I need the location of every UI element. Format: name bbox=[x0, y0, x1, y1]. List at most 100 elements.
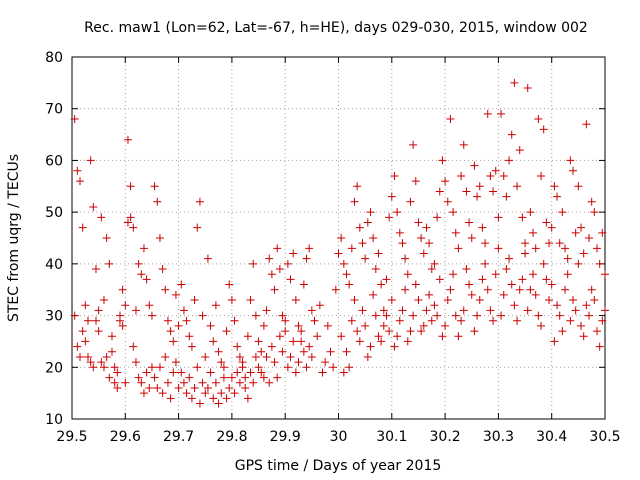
data-point bbox=[97, 358, 106, 367]
data-point bbox=[86, 358, 95, 367]
data-point bbox=[537, 171, 546, 180]
data-point bbox=[505, 156, 514, 165]
data-point bbox=[550, 337, 559, 346]
data-point bbox=[569, 296, 578, 305]
data-point bbox=[382, 275, 391, 284]
data-point bbox=[158, 265, 167, 274]
chart-title: Rec. maw1 (Lon=62, Lat=-67, h=HE), days … bbox=[84, 20, 588, 36]
data-point bbox=[547, 280, 556, 289]
data-point bbox=[171, 358, 180, 367]
data-point bbox=[422, 306, 431, 315]
x-tick-label: 29.9 bbox=[270, 429, 301, 445]
data-point bbox=[134, 259, 143, 268]
y-tick-label: 30 bbox=[45, 309, 63, 325]
y-tick-label: 70 bbox=[45, 102, 63, 118]
data-point bbox=[97, 213, 106, 222]
data-point bbox=[499, 171, 508, 180]
data-point bbox=[126, 213, 135, 222]
data-point bbox=[579, 249, 588, 258]
data-point bbox=[457, 316, 466, 325]
data-point bbox=[86, 156, 95, 165]
data-point bbox=[425, 239, 434, 248]
data-point bbox=[273, 244, 282, 253]
data-point bbox=[257, 368, 266, 377]
data-point bbox=[238, 358, 247, 367]
data-point bbox=[577, 223, 586, 232]
data-point bbox=[465, 280, 474, 289]
data-point bbox=[129, 342, 138, 351]
data-point bbox=[350, 197, 359, 206]
data-point bbox=[83, 352, 92, 361]
x-tick-label: 30.1 bbox=[376, 429, 407, 445]
data-point bbox=[553, 301, 562, 310]
data-point bbox=[390, 342, 399, 351]
data-point bbox=[305, 342, 314, 351]
data-point bbox=[363, 218, 372, 227]
data-point bbox=[171, 290, 180, 299]
data-point bbox=[595, 259, 604, 268]
data-point bbox=[590, 208, 599, 217]
data-point bbox=[126, 182, 135, 191]
data-point bbox=[353, 327, 362, 336]
data-point bbox=[430, 301, 439, 310]
data-point bbox=[246, 296, 255, 305]
data-point bbox=[579, 332, 588, 341]
data-point bbox=[478, 275, 487, 284]
data-point bbox=[267, 342, 276, 351]
data-point bbox=[318, 368, 327, 377]
data-point bbox=[291, 368, 300, 377]
data-point bbox=[286, 275, 295, 284]
data-point bbox=[507, 280, 516, 289]
data-point bbox=[513, 182, 522, 191]
data-point bbox=[254, 337, 263, 346]
data-point bbox=[475, 182, 484, 191]
data-point bbox=[454, 332, 463, 341]
data-point bbox=[283, 363, 292, 372]
y-tick-label: 80 bbox=[45, 50, 63, 66]
data-point bbox=[137, 270, 146, 279]
data-point bbox=[118, 321, 127, 330]
data-point bbox=[73, 342, 82, 351]
x-tick-labels: 29.5 29.6 29.7 29.8 29.9 30 30.1 30.2 30.3 30.4 30… bbox=[56, 429, 620, 445]
data-point bbox=[489, 187, 498, 196]
data-point bbox=[161, 285, 170, 294]
data-point bbox=[545, 239, 554, 248]
data-point bbox=[150, 373, 159, 382]
data-point bbox=[353, 182, 362, 191]
data-point bbox=[486, 171, 495, 180]
y-tick-label: 60 bbox=[45, 153, 63, 169]
data-point bbox=[190, 296, 199, 305]
data-point bbox=[555, 239, 564, 248]
data-point bbox=[377, 280, 386, 289]
data-point bbox=[526, 285, 535, 294]
data-point bbox=[459, 306, 468, 315]
data-point bbox=[361, 254, 370, 263]
data-point bbox=[491, 270, 500, 279]
data-point bbox=[110, 378, 119, 387]
data-point bbox=[177, 368, 186, 377]
data-point bbox=[542, 218, 551, 227]
data-point bbox=[561, 285, 570, 294]
data-point bbox=[294, 358, 303, 367]
data-point bbox=[566, 156, 575, 165]
data-point bbox=[241, 383, 250, 392]
data-point bbox=[150, 182, 159, 191]
data-point bbox=[521, 239, 530, 248]
data-point bbox=[78, 223, 87, 232]
data-point bbox=[145, 301, 154, 310]
data-point bbox=[523, 306, 532, 315]
data-point bbox=[502, 265, 511, 274]
data-point bbox=[563, 254, 572, 263]
data-point bbox=[203, 383, 212, 392]
data-point bbox=[289, 337, 298, 346]
y-tick-label: 10 bbox=[45, 412, 63, 428]
data-point bbox=[358, 306, 367, 315]
data-point bbox=[289, 249, 298, 258]
data-point bbox=[94, 327, 103, 336]
data-point bbox=[227, 296, 236, 305]
data-point bbox=[467, 290, 476, 299]
data-point bbox=[435, 187, 444, 196]
x-tick-label: 30.2 bbox=[430, 429, 461, 445]
data-point bbox=[481, 259, 490, 268]
data-point bbox=[222, 394, 231, 403]
